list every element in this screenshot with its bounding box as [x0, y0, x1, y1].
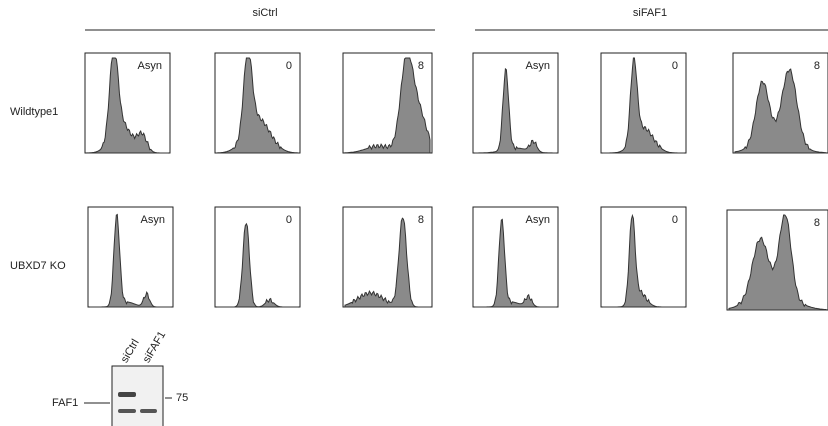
- group-label: siFAF1: [633, 7, 667, 19]
- panel-label: 0: [286, 214, 292, 226]
- panel-label: 0: [286, 60, 292, 72]
- panel-label: Asyn: [526, 214, 550, 226]
- panel-label: 8: [814, 217, 820, 229]
- group-label: siCtrl: [252, 7, 277, 19]
- row-label: UBXD7 KO: [10, 260, 66, 272]
- panel-label: Asyn: [526, 60, 550, 72]
- protein-label: FAF1: [52, 397, 78, 409]
- panel-label: Asyn: [141, 214, 165, 226]
- band: [140, 409, 157, 413]
- lane-label: siCtrl: [119, 337, 142, 365]
- panel-label: 0: [672, 214, 678, 226]
- row-label: Wildtype1: [10, 106, 58, 118]
- panel-label: 8: [418, 214, 424, 226]
- panel-label: 8: [418, 60, 424, 72]
- band: [118, 392, 136, 397]
- panel-label: 0: [672, 60, 678, 72]
- band: [118, 409, 136, 413]
- panel-label: Asyn: [138, 60, 162, 72]
- marker-label: 75: [176, 392, 188, 404]
- page: {"groups": [{"label": "siCtrl"}, {"label…: [0, 0, 828, 426]
- panels: Asyn 0 8 Asyn 0 8 Asyn 0 8 Asyn 0 8: [85, 53, 828, 310]
- panel-label: 8: [814, 60, 820, 72]
- figure: siCtrl siFAF1 Wildtype1 UBXD7 KO Asyn08A…: [0, 0, 828, 426]
- lane-label: siFAF1: [141, 329, 169, 365]
